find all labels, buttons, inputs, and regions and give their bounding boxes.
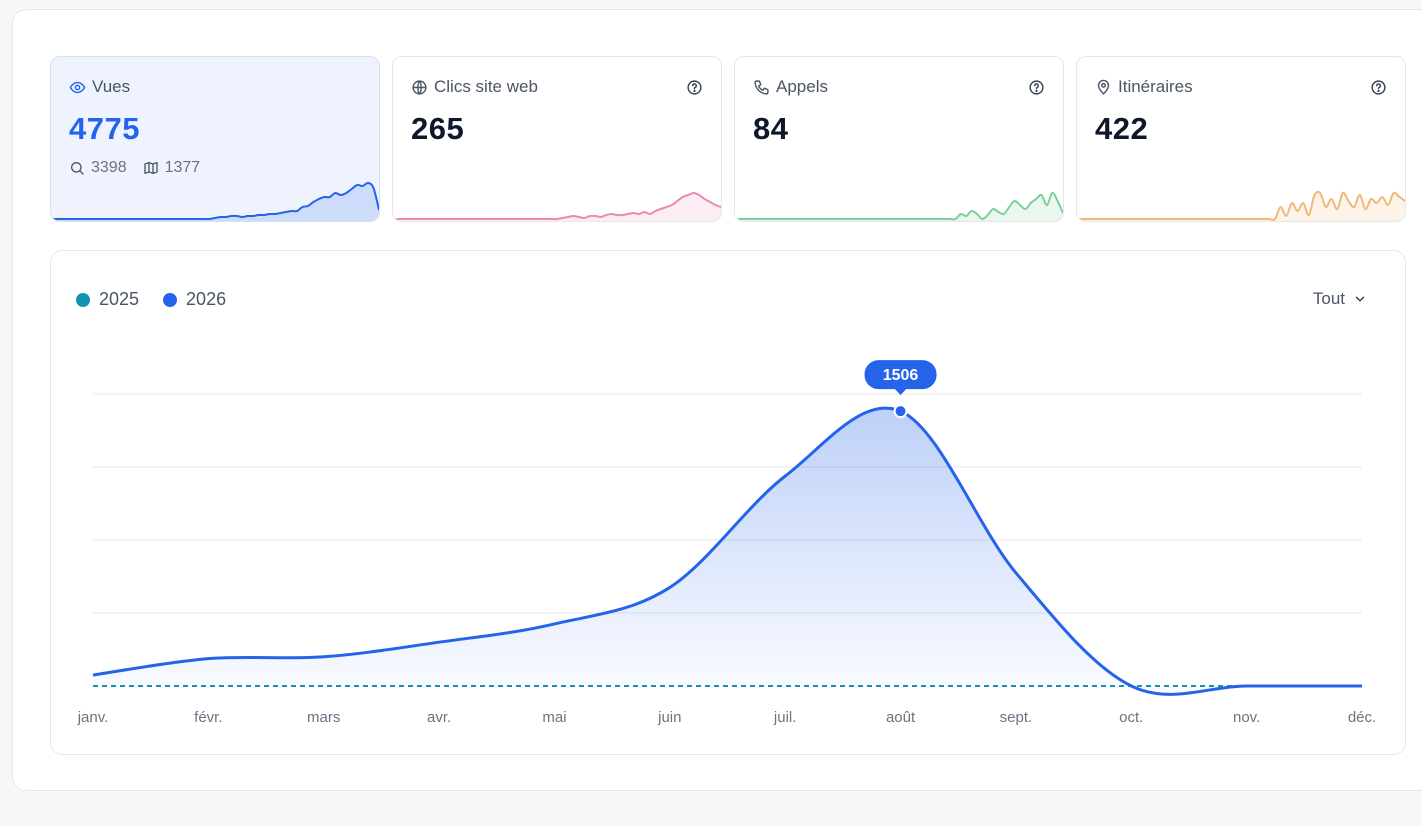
card-vues-maps-count: 1377 (164, 159, 201, 176)
sparkline-line (393, 191, 721, 221)
x-tick-label: mars (307, 709, 340, 726)
card-appels-sparkline (735, 191, 1063, 221)
main-chart: janv. févr. mars avr. mai juin juil. août sept. o… (77, 360, 1376, 726)
legend-dot-2026 (163, 292, 178, 307)
card-appels-value: 84 (753, 111, 789, 146)
eye-icon (69, 81, 86, 93)
globe-icon (412, 79, 427, 95)
legend-label-2025: 2025 (99, 289, 140, 309)
range-select[interactable]: Tout (1313, 289, 1367, 309)
sparkline-line (1077, 190, 1405, 221)
map-icon (143, 162, 158, 174)
series-2026-line (92, 406, 1362, 696)
card-itineraires-value: 422 (1095, 111, 1149, 146)
card-appels[interactable]: Appels 84 (734, 56, 1064, 222)
sparkline-line (51, 181, 379, 221)
x-tick-label: août (886, 709, 916, 726)
sparkline-area (735, 192, 1063, 221)
help-icon[interactable] (1028, 79, 1045, 96)
help-icon[interactable] (686, 79, 703, 96)
card-itineraires-label: Itinéraires (1118, 77, 1193, 96)
card-clics-label: Clics site web (434, 77, 538, 96)
sparkline-area (393, 193, 721, 221)
legend-item-2025[interactable]: 2025 (76, 289, 139, 310)
card-clics[interactable]: Clics site web 265 (392, 56, 722, 222)
x-tick-label: nov. (1233, 709, 1260, 726)
tooltip-bubble (864, 360, 937, 390)
x-tick-label: déc. (1348, 709, 1376, 726)
card-vues-value: 4775 (69, 111, 140, 146)
x-tick-label: juil. (773, 709, 797, 726)
stats-panel: Vues 4775 3398 1377 Clics site web 265 A… (12, 9, 1422, 791)
card-appels-label: Appels (776, 77, 828, 96)
chart-card: 2025 2026 Tout janv. févr. mars avr. mai juin… (50, 250, 1406, 755)
legend-item-2026[interactable]: 2026 (163, 289, 226, 310)
x-tick-label: mai (542, 709, 566, 726)
card-clics-value: 265 (411, 111, 465, 146)
range-select-label: Tout (1312, 289, 1345, 308)
card-itineraires[interactable]: Itinéraires 422 (1076, 56, 1406, 222)
tooltip-pointer (894, 388, 907, 396)
legend-label-2026: 2026 (186, 289, 227, 309)
x-tick-label: oct. (1119, 709, 1143, 726)
sparkline-line (735, 191, 1063, 221)
x-tick-label: sept. (1000, 709, 1033, 726)
sparkline-area (1077, 191, 1405, 221)
help-icon[interactable] (1370, 79, 1387, 96)
card-itineraires-sparkline (1077, 190, 1405, 221)
x-tick-label: avr. (427, 709, 451, 726)
x-tick-label: janv. (77, 709, 109, 726)
search-icon (71, 162, 84, 175)
card-clics-sparkline (393, 191, 721, 221)
card-vues-search-count: 3398 (91, 159, 127, 176)
card-vues-sparkline (51, 181, 379, 221)
highlight-point (893, 404, 908, 419)
x-tick-label: juin (657, 709, 681, 726)
card-vues[interactable]: Vues 4775 3398 1377 (50, 56, 380, 222)
x-tick-label: févr. (194, 709, 222, 726)
card-vues-label: Vues (92, 77, 131, 96)
pin-icon (1097, 79, 1110, 95)
sparkline-area (51, 182, 379, 221)
chart-legend: 2025 2026 (76, 289, 226, 310)
legend-dot-2025 (76, 292, 90, 307)
chevron-down-icon (1355, 296, 1365, 302)
tooltip-value: 1506 (883, 367, 919, 384)
phone-icon (754, 79, 769, 95)
series-2026-area (93, 408, 1362, 695)
